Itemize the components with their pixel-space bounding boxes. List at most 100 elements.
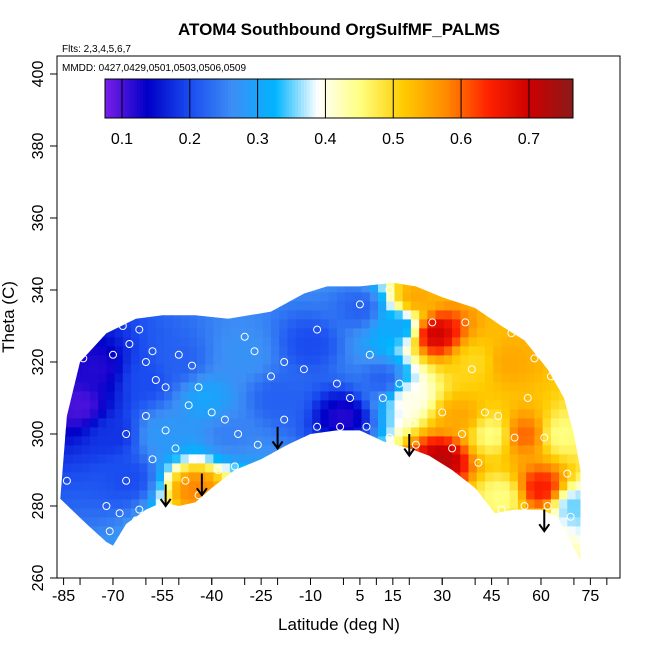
field-cell (89, 489, 99, 500)
field-cell (394, 480, 404, 491)
field-cell (262, 426, 272, 437)
field-cell (427, 543, 437, 554)
field-cell (526, 327, 535, 338)
field-cell (386, 408, 395, 419)
field-cell (213, 562, 222, 572)
field-cell (336, 516, 346, 527)
field-cell (517, 345, 527, 356)
sample-point (135, 505, 144, 514)
field-cell (345, 300, 354, 311)
field-cell (517, 534, 527, 545)
field-cell (369, 309, 379, 320)
field-cell (254, 426, 264, 437)
field-cell (328, 507, 338, 518)
sample-point (148, 347, 157, 356)
field-cell (345, 354, 354, 365)
field-cell (526, 498, 535, 509)
field-cell (262, 291, 272, 302)
field-cell (229, 282, 239, 293)
field-cell (493, 399, 502, 410)
x-tick-label: -70 (101, 588, 124, 605)
field-cell (312, 534, 321, 545)
field-cell (419, 381, 428, 392)
field-cell (180, 291, 190, 302)
field-cell (419, 516, 428, 527)
field-cell (460, 417, 470, 428)
field-cell (238, 381, 247, 392)
field-cell (386, 291, 395, 302)
field-cell (419, 489, 428, 500)
field-cell (262, 282, 272, 293)
field-cell (427, 562, 436, 572)
field-cell (262, 345, 272, 356)
field-cell (106, 408, 116, 419)
field-cell (419, 408, 428, 419)
colorbar-swatch (567, 79, 571, 118)
field-cell (295, 453, 305, 464)
field-cell (89, 462, 99, 473)
field-cell (229, 318, 239, 329)
field-cell (148, 265, 157, 275)
field-cell (345, 435, 354, 446)
field-cell (567, 507, 577, 518)
field-cell (469, 265, 478, 275)
field-cell (81, 345, 91, 356)
field-cell (526, 507, 535, 518)
field-cell (460, 282, 470, 284)
field-cell (427, 462, 437, 473)
field-cell (172, 462, 181, 473)
field-cell (402, 390, 412, 401)
field-cell (575, 534, 581, 545)
field-cell (155, 336, 165, 347)
sample-point (220, 415, 229, 424)
field-cell (501, 390, 511, 401)
field-cell (468, 291, 478, 302)
field-cell (81, 543, 91, 554)
field-cell (336, 498, 346, 509)
field-cell (378, 444, 387, 455)
field-cell (394, 318, 404, 329)
field-cell (131, 345, 140, 356)
field-cell (468, 552, 478, 560)
y-tick-label: 320 (30, 349, 47, 376)
field-cell (221, 543, 231, 554)
field-cell (303, 390, 313, 401)
field-cell (378, 282, 387, 293)
field-cell (369, 507, 379, 518)
field-cell (328, 282, 338, 293)
field-cell (271, 282, 280, 293)
field-cell (550, 543, 560, 554)
field-cell (320, 408, 330, 419)
field-cell (221, 300, 231, 311)
sample-point (385, 286, 394, 294)
field-cell (180, 363, 190, 374)
field-cell (65, 309, 74, 320)
field-cell (468, 516, 478, 527)
field-cell (567, 399, 577, 410)
field-cell (452, 498, 461, 509)
field-cell (542, 381, 552, 392)
field-cell (89, 426, 99, 437)
field-cell (485, 372, 494, 383)
colorbar-swatch (175, 79, 179, 118)
field-cell (246, 282, 256, 293)
field-cell (246, 417, 256, 428)
field-cell (320, 552, 330, 560)
x-axis: -85 -70 -55 -40 -25 -10 5 15 30 45 60 75 (52, 578, 608, 605)
sample-point (102, 502, 111, 510)
field-cell (196, 309, 206, 320)
field-cell (534, 408, 544, 419)
field-cell (98, 534, 107, 545)
field-cell (353, 372, 363, 383)
field-cell (114, 363, 124, 374)
field-cell (196, 282, 206, 293)
field-cell (493, 291, 502, 302)
field-cell (353, 435, 363, 446)
field-cell (345, 552, 354, 560)
colorbar-swatch (140, 79, 144, 118)
field-cell (468, 309, 478, 320)
field-cell (534, 498, 544, 509)
surface-arrow (403, 434, 416, 458)
field-cell (197, 265, 206, 275)
field-cell (213, 534, 223, 545)
